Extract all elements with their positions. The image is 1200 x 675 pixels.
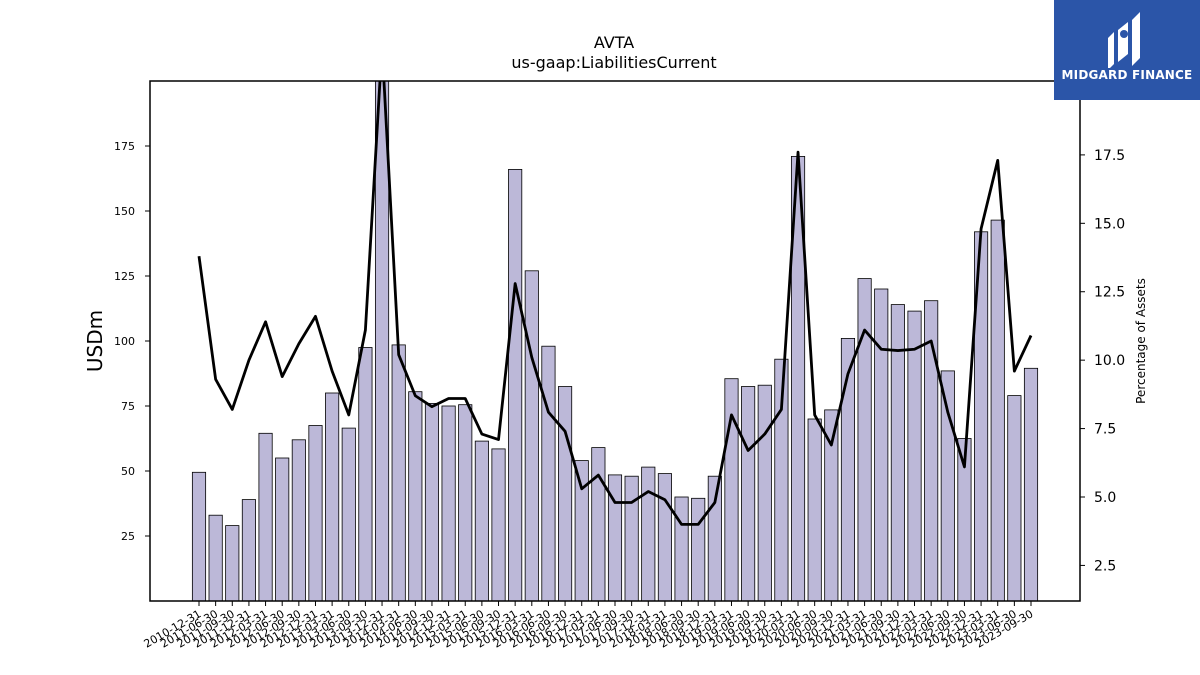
bar — [458, 404, 473, 602]
logo-text: MIDGARD FINANCE — [1061, 68, 1193, 82]
bar — [391, 344, 406, 602]
line-path — [197, 81, 1033, 526]
bar — [225, 525, 240, 602]
bar — [707, 475, 722, 602]
bar — [191, 471, 207, 602]
bar — [907, 310, 922, 602]
bar — [474, 440, 489, 602]
bar — [408, 391, 423, 602]
bar — [674, 496, 689, 602]
bar — [1023, 367, 1039, 602]
bar — [874, 288, 889, 602]
bar — [241, 499, 256, 602]
y-tick-label: 100 — [114, 335, 135, 348]
bar — [325, 392, 340, 602]
bar — [691, 497, 706, 602]
bar — [641, 466, 656, 602]
y-tick-label: 50 — [121, 465, 135, 478]
y-tick-label: 125 — [114, 270, 135, 283]
bar — [291, 439, 306, 602]
y2-tick-label: 17.5 — [1094, 148, 1125, 164]
bar — [441, 405, 456, 602]
bar — [1007, 395, 1022, 602]
bar — [491, 448, 506, 602]
logo-mark-icon — [1108, 12, 1140, 68]
y-tick-label: 150 — [114, 205, 135, 218]
bar — [741, 386, 756, 602]
line-series — [197, 81, 1033, 526]
bar — [574, 460, 589, 602]
bar — [940, 370, 955, 602]
bar — [657, 473, 672, 602]
y2-tick-label: 5.0 — [1094, 490, 1116, 506]
chart-subtitle: us-gaap:LiabilitiesCurrent — [511, 53, 716, 72]
y2-tick-label: 15.0 — [1094, 216, 1125, 232]
bar — [424, 402, 440, 602]
bar — [807, 418, 822, 602]
y-axis-left-ticks: 25 50 75 100 125 150 175 — [114, 140, 150, 543]
y-axis-right-ticks: 2.5 5.0 7.5 10.0 12.5 15.0 17.5 — [1080, 148, 1125, 574]
y2-tick-label: 10.0 — [1094, 353, 1125, 369]
y-tick-label: 75 — [121, 400, 135, 413]
bar — [724, 378, 739, 602]
bar — [341, 427, 356, 602]
y-tick-label: 175 — [114, 140, 135, 153]
bar — [990, 219, 1005, 602]
bar — [591, 447, 606, 602]
y2-axis-label: Percentage of Assets — [1134, 278, 1148, 404]
bar — [558, 386, 573, 602]
bar — [757, 384, 772, 602]
x-axis-ticks: 2010-12-312011-06-302011-09-302011-12-31… — [142, 601, 1036, 651]
bar — [358, 347, 373, 602]
bar — [308, 425, 323, 602]
bar — [258, 432, 273, 602]
y2-tick-label: 12.5 — [1094, 285, 1125, 301]
y-axis-label: USDm — [83, 310, 107, 372]
chart-title: AVTA — [594, 33, 634, 52]
y2-tick-label: 2.5 — [1094, 558, 1116, 574]
bar — [208, 514, 223, 602]
y2-tick-label: 7.5 — [1094, 422, 1116, 438]
bar — [374, 80, 390, 602]
bar — [524, 270, 539, 602]
y-tick-label: 25 — [121, 530, 135, 543]
bar — [508, 168, 523, 602]
plot-frame — [149, 80, 1081, 602]
midgard-finance-logo: MIDGARD FINANCE — [1054, 0, 1200, 100]
bar-series — [191, 80, 1039, 602]
bar — [275, 457, 290, 602]
bar — [857, 278, 872, 602]
bar — [624, 475, 639, 602]
bar — [541, 345, 556, 602]
